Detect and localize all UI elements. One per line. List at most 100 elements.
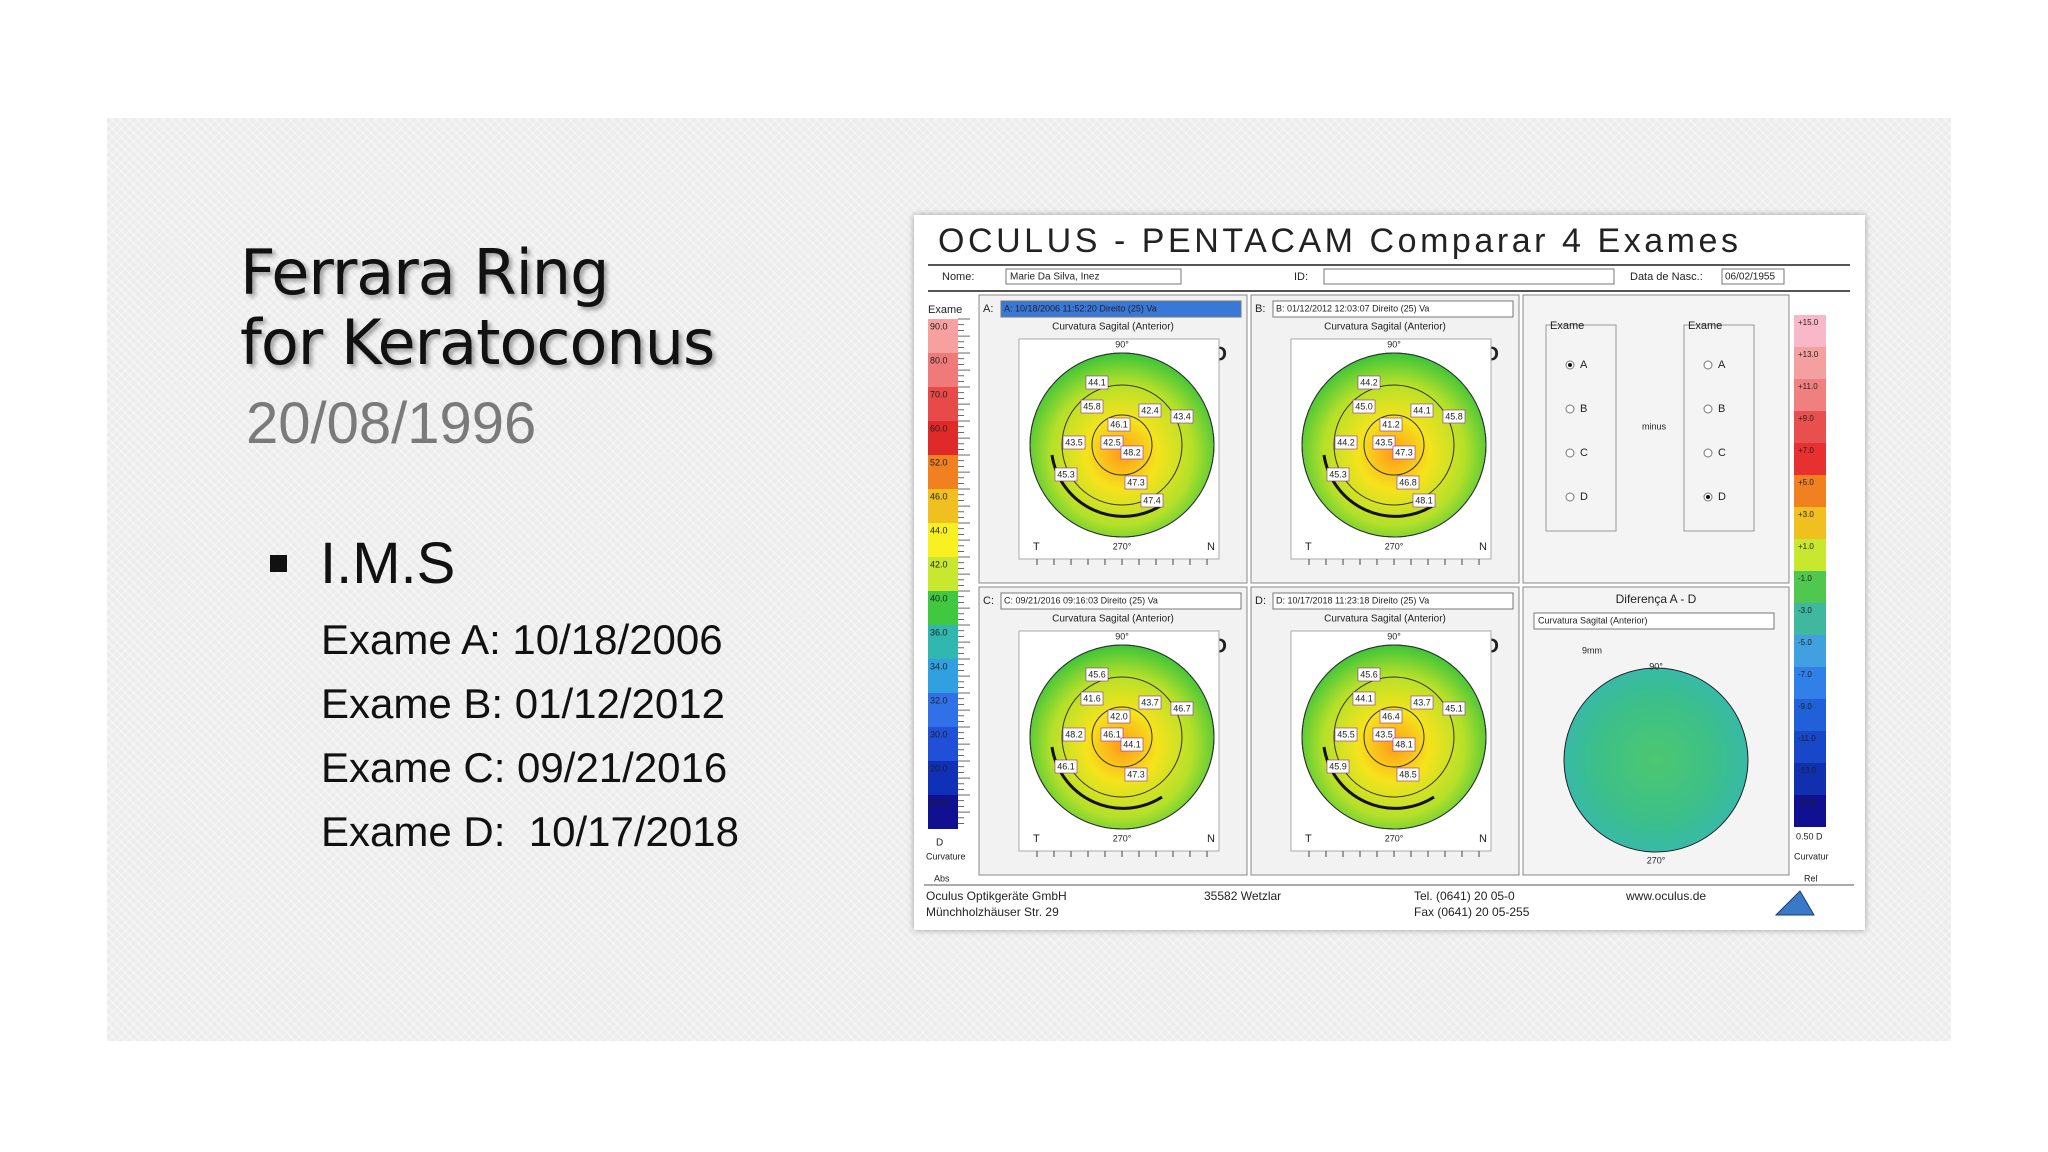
reading-box (1124, 767, 1148, 782)
scale-value: -13.0 (1798, 766, 1817, 775)
reading: 42.0 (1110, 711, 1128, 721)
scale-swatch (1794, 379, 1826, 411)
exam-date: Exame C: 09/21/2016 (321, 744, 728, 791)
scale-value: 42.0 (930, 559, 948, 569)
scale-swatch (928, 727, 958, 761)
scale-footer: Curvatur (1794, 851, 1829, 861)
radio-button[interactable] (1703, 360, 1713, 370)
scale-swatch (928, 761, 958, 795)
scale-value: 46.0 (930, 491, 948, 501)
scale-swatch (928, 489, 958, 523)
scale-value: +13.0 (1798, 350, 1819, 359)
select-box (1272, 300, 1514, 318)
reading: 43.7 (1141, 697, 1159, 707)
reading-box (1372, 727, 1396, 742)
scale-swatch (1794, 315, 1826, 347)
reading: 43.5 (1375, 729, 1393, 739)
radio-group (1545, 324, 1617, 532)
axis-label: N (1479, 833, 1487, 845)
reading: 45.6 (1088, 669, 1106, 679)
diff-title: Diferença A - D (1616, 592, 1697, 606)
axis-label: N (1479, 541, 1487, 553)
scale-value: +1.0 (1798, 542, 1814, 551)
scale-value: 52.0 (930, 457, 948, 467)
reading: 46.1 (1103, 729, 1121, 739)
reading-box (1085, 667, 1109, 682)
axis-label: T (1033, 541, 1040, 553)
scale-value: 32.0 (930, 695, 948, 705)
select-box (1533, 612, 1775, 630)
bullet-mark (270, 555, 287, 572)
reading-box (1396, 475, 1420, 490)
scale-swatch (1794, 667, 1826, 699)
reading-box (1138, 403, 1162, 418)
compare-panel (1522, 294, 1790, 584)
scale-swatch (1794, 507, 1826, 539)
axis-label: 90° (1115, 631, 1129, 641)
input-box (1005, 268, 1182, 285)
radio-button[interactable] (1565, 448, 1575, 458)
scale-value: 80.0 (930, 355, 948, 365)
reading: 45.3 (1057, 469, 1075, 479)
reading: 45.8 (1083, 401, 1101, 411)
zoom-label: 9mm (1582, 645, 1602, 655)
field-value: Marie Da Silva, Inez (1010, 272, 1099, 283)
reading-box (1170, 701, 1194, 716)
scale-header: Exame (928, 304, 962, 316)
minus-label: minus (1642, 421, 1667, 431)
radio-label: D (1718, 491, 1726, 503)
radio-button[interactable] (1565, 404, 1575, 414)
scale-value: 90.0 (930, 321, 948, 331)
scale-value: +11.0 (1798, 382, 1818, 391)
axis-label: 270° (1113, 541, 1132, 551)
exam-select: D: 10/17/2018 11:23:18 Direito (25) Va (1276, 595, 1429, 605)
scale-value: -15.0 (1798, 798, 1817, 807)
pentacam-screenshot: OCULUS - PENTACAM Comparar 4 Exames Nome:… (914, 215, 1865, 930)
reading: 44.1 (1088, 377, 1106, 387)
radio-button[interactable] (1703, 448, 1713, 458)
app-title: OCULUS - PENTACAM Comparar 4 Exames (938, 222, 1738, 260)
map-name: Curvatura Sagital (Anterior) (1052, 322, 1174, 333)
scale-value: +7.0 (1798, 446, 1814, 455)
scale-swatch (928, 557, 958, 591)
reading: 44.2 (1337, 437, 1355, 447)
reading: 46.7 (1173, 703, 1191, 713)
scale-value: -1.0 (1798, 574, 1812, 583)
footer-text: Münchholzhäuser Str. 29 (926, 905, 1059, 919)
reading: 45.5 (1337, 729, 1355, 739)
axis-label: N (1207, 541, 1215, 553)
scale-value: -7.0 (1798, 670, 1812, 679)
reading-box (1410, 695, 1434, 710)
reading-box (1442, 701, 1466, 716)
map-ring (1333, 676, 1455, 798)
reading-box (1410, 403, 1434, 418)
scale-value: -11.0 (1798, 734, 1816, 743)
scale-value: 34.0 (930, 661, 948, 671)
radio-button[interactable] (1565, 492, 1575, 502)
scale-value: 10.0 (930, 797, 948, 807)
reading: 47.3 (1127, 477, 1145, 487)
scale-value: 20.0 (930, 763, 948, 773)
radio-group (1683, 324, 1755, 532)
exam-date: Exame D: 10/17/2018 (321, 808, 739, 855)
map-ring (1091, 414, 1153, 476)
reading: 47.3 (1395, 447, 1413, 457)
reading: 48.2 (1123, 447, 1141, 457)
reading: 46.1 (1110, 419, 1128, 429)
radio-button[interactable] (1703, 404, 1713, 414)
map-ring (1091, 706, 1153, 768)
reading-box (1412, 493, 1436, 508)
map-ring (1061, 676, 1183, 798)
scale-value: 44.0 (930, 525, 948, 535)
axis-label: N (1207, 833, 1215, 845)
scale-swatch (928, 387, 958, 421)
reading-box (1120, 737, 1144, 752)
axis-label: 270° (1385, 541, 1404, 551)
reading-box (1357, 667, 1381, 682)
axis-label: T (1305, 833, 1312, 845)
axis-label: 270° (1113, 833, 1132, 843)
map-ring (1029, 644, 1215, 830)
diff-select: Curvatura Sagital (Anterior) (1538, 615, 1648, 625)
radio-label: C (1580, 447, 1588, 459)
